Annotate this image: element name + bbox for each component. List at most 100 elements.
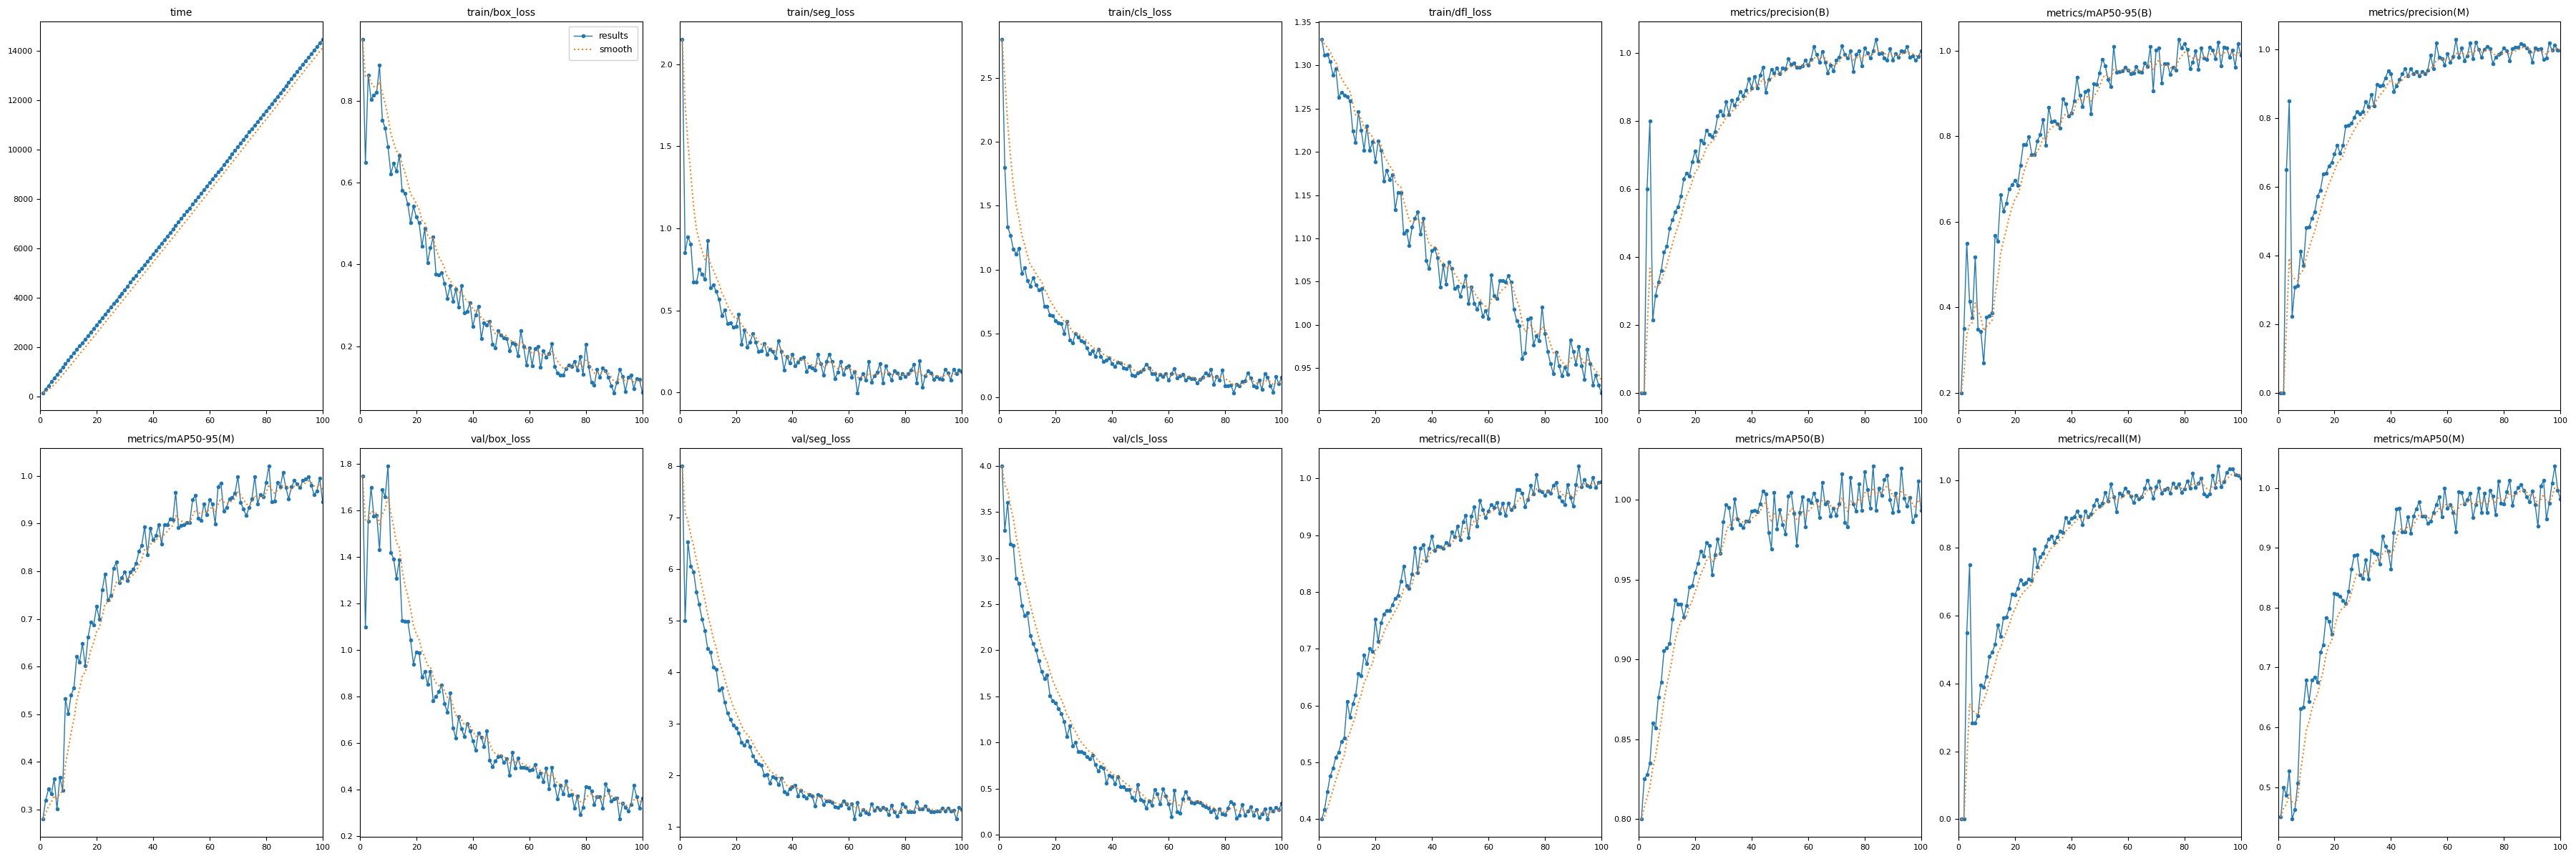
smooth [2331,142,2362,152]
Line: smooth: smooth [2280,487,2561,817]
results [842,387,873,398]
smooth [2226,48,2257,58]
results [1041,698,1072,708]
smooth [1131,363,1162,374]
results [626,793,657,803]
Line: results: results [1319,38,1602,395]
smooth [1860,45,1891,55]
smooth [2264,387,2295,398]
Title: time: time [170,8,193,18]
results [2226,50,2257,60]
results [1131,803,1162,813]
results [1041,316,1072,326]
smooth [732,328,762,338]
Line: smooth: smooth [1321,40,1602,381]
Line: smooth: smooth [1960,51,2241,393]
smooth [296,477,327,487]
Title: train/seg_loss: train/seg_loss [786,8,855,18]
results [935,375,966,385]
smooth [2012,160,2043,170]
smooth [1893,491,1924,502]
results [2434,499,2465,509]
smooth [402,629,433,639]
smooth [732,729,762,740]
smooth [28,387,59,398]
smooth [2012,584,2043,594]
results [2411,518,2442,528]
smooth [1625,814,1656,825]
results [2089,487,2120,497]
results [2205,482,2236,492]
results [1154,375,1185,386]
results [2264,812,2295,822]
results [1131,359,1162,369]
smooth [2432,53,2463,64]
smooth [1154,793,1185,803]
results [1247,385,1278,395]
results [252,460,283,471]
results [28,387,59,398]
smooth [1770,66,1801,76]
smooth [721,314,752,324]
results [1370,606,1401,616]
results [1999,175,2030,186]
results [835,361,866,371]
results [987,34,1018,45]
Line: results: results [2280,38,2563,395]
smooth [2112,489,2143,499]
results [1770,64,1801,74]
Line: results: results [1638,38,1924,395]
smooth [2522,501,2553,511]
results [2277,814,2308,825]
smooth [987,460,1018,471]
results [608,371,639,381]
smooth [1690,143,1721,153]
results [1450,510,1481,521]
smooth [1154,371,1185,381]
Line: results: results [2280,464,2563,821]
smooth [1886,49,1917,59]
results [404,648,435,658]
smooth [2524,45,2555,55]
results [1154,799,1185,809]
results [1886,463,1917,473]
results [193,178,224,188]
results [2535,497,2566,508]
results [2334,587,2365,597]
smooth [1886,485,1917,496]
Line: results: results [1319,464,1602,821]
results [2012,577,2043,588]
smooth [80,626,111,637]
results [945,805,976,815]
results [626,387,657,398]
Line: results: results [999,464,1283,821]
Line: smooth: smooth [2280,47,2561,393]
results [598,387,629,398]
results [80,320,111,331]
results [1625,814,1656,825]
results [307,34,337,45]
smooth [616,801,647,811]
smooth [2509,42,2540,52]
results [412,258,443,268]
results [1051,316,1082,326]
smooth [513,762,544,772]
Line: results: results [999,38,1283,395]
results [925,806,956,816]
results [495,771,526,781]
smooth [307,43,337,53]
results [2432,49,2463,59]
smooth [1906,497,1937,508]
smooth [1360,139,1391,149]
smooth [2331,601,2362,612]
results [513,343,544,353]
smooth [613,801,644,812]
smooth [1945,387,1976,398]
results [611,802,641,813]
smooth [1680,587,1710,597]
smooth [412,660,443,670]
smooth [811,360,842,370]
smooth [945,367,976,377]
smooth [1041,682,1072,692]
results [2545,494,2576,504]
